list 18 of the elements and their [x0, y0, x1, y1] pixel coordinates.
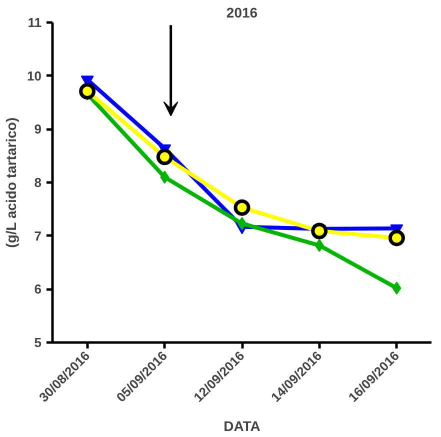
point	[156, 148, 173, 166]
point	[234, 199, 250, 216]
x-axis-title: DATA	[224, 418, 260, 434]
point	[314, 238, 324, 252]
point	[311, 222, 328, 240]
chart-title: 2016	[226, 4, 258, 20]
y-tick-label: 5	[34, 335, 42, 350]
point	[160, 170, 170, 184]
point	[79, 83, 96, 100]
y-axis-title: (g/L acido tartarico)	[3, 117, 20, 248]
y-tick-label: 7	[34, 228, 42, 244]
y-tick-label: 11	[28, 15, 42, 30]
point	[392, 282, 402, 295]
y-tick-label: 8	[34, 175, 42, 190]
y-tick-label: 10	[27, 68, 42, 84]
point	[388, 230, 405, 246]
y-tick-label: 6	[34, 282, 42, 297]
y-tick-label: 9	[34, 122, 42, 137]
